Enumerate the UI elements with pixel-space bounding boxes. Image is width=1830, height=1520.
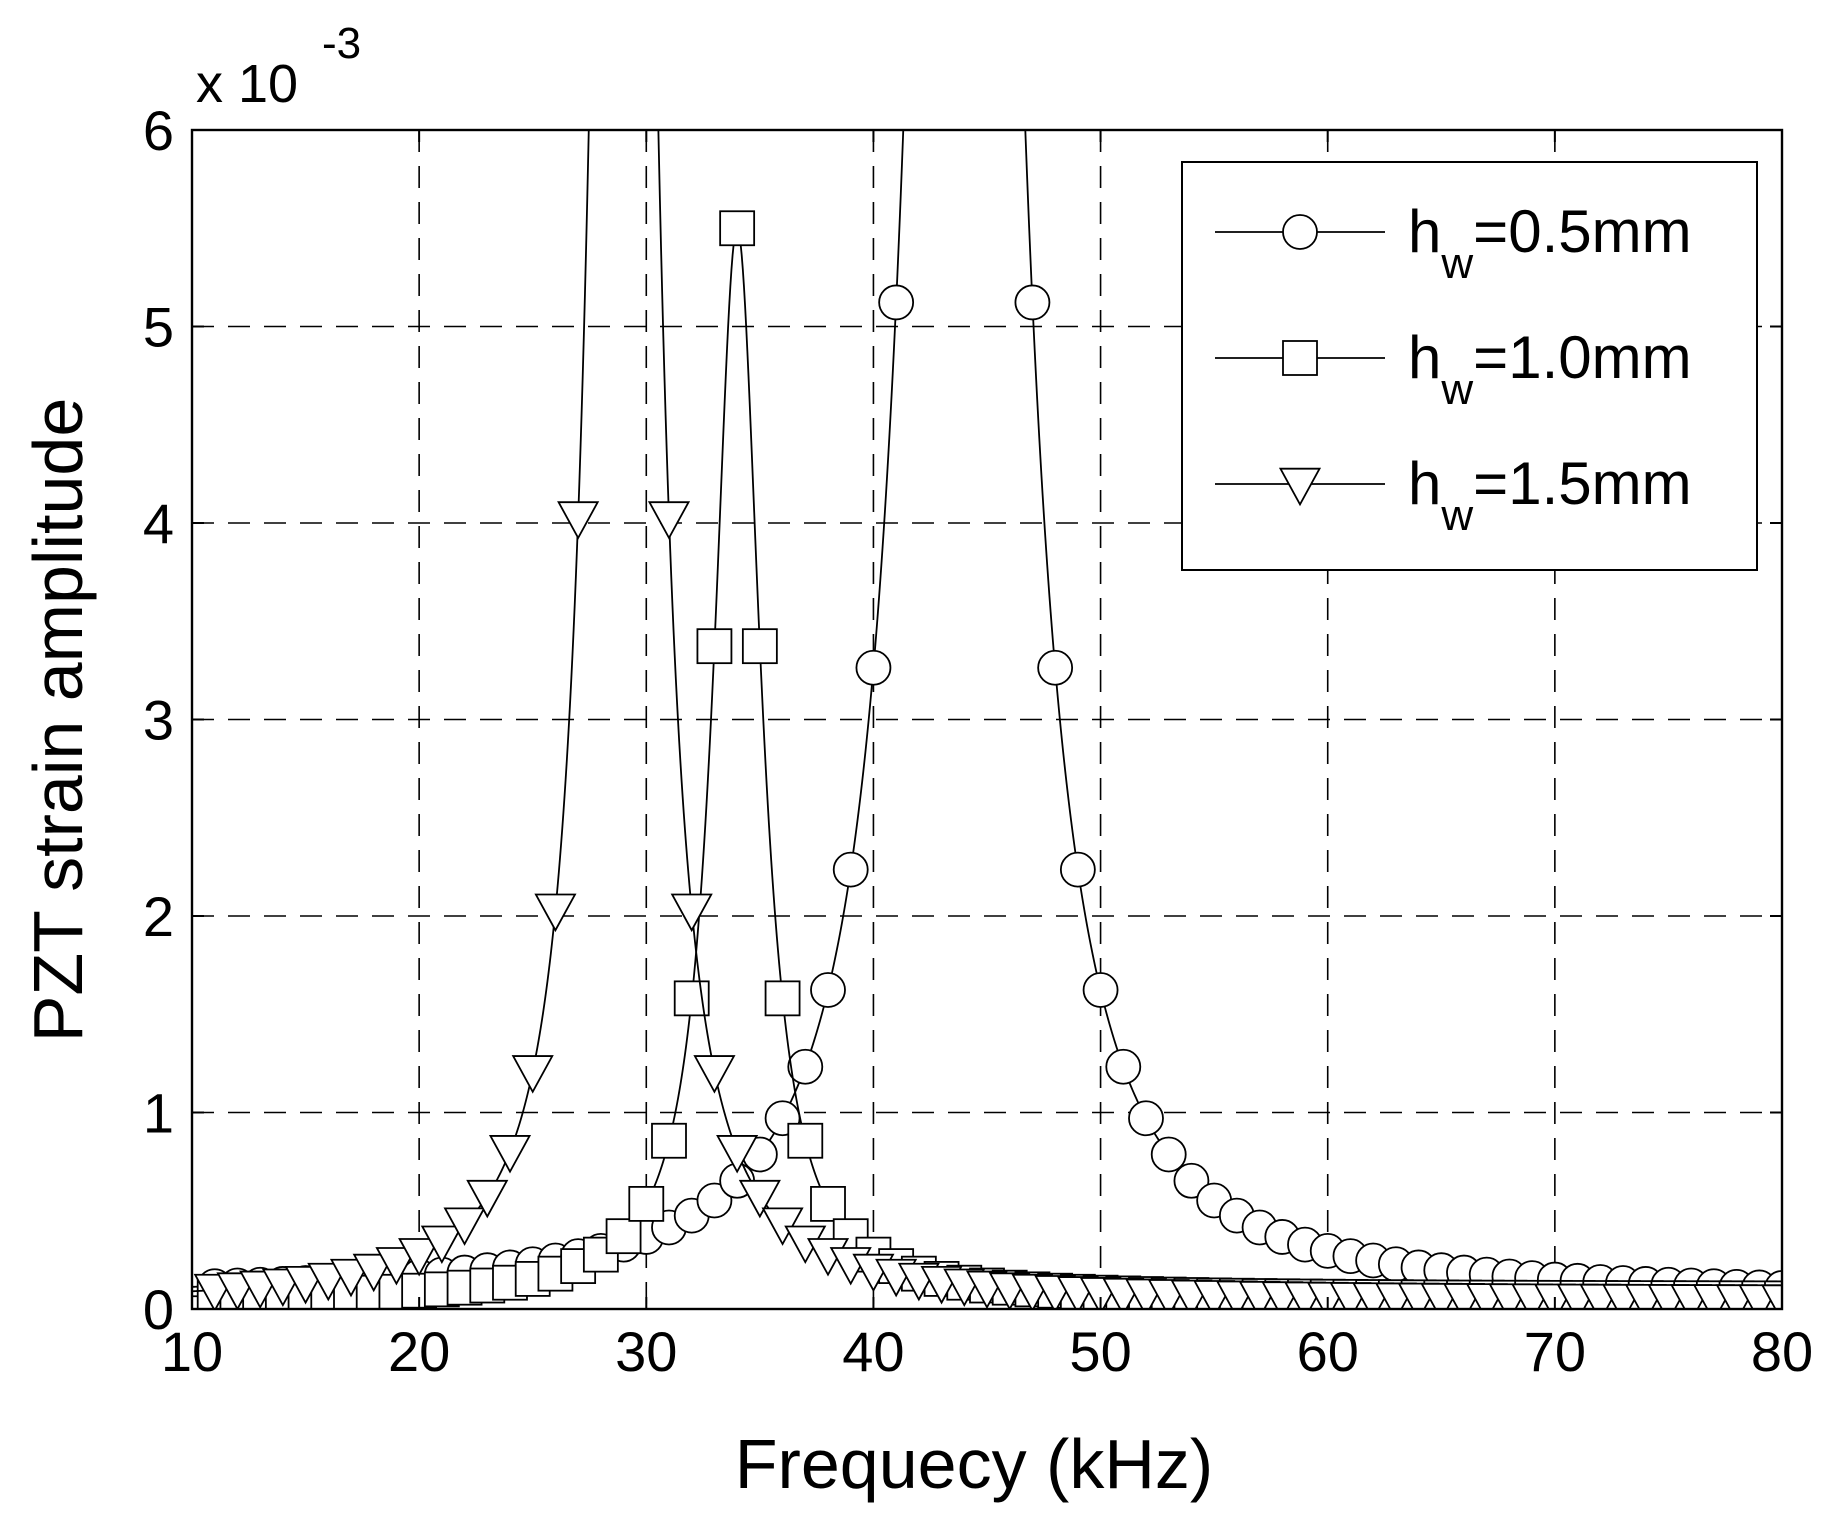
data-point-square — [582, 1236, 619, 1273]
y-tick-label: 5 — [143, 296, 174, 359]
x-tick-label: 40 — [842, 1320, 904, 1383]
data-point-triangle-down — [375, 1247, 418, 1286]
data-point-triangle-down — [716, 1135, 759, 1174]
data-point-triangle-down — [534, 893, 577, 933]
x-tick-label: 20 — [388, 1320, 450, 1383]
data-point-triangle-down — [420, 1225, 463, 1265]
y-tick-label: 3 — [143, 689, 174, 752]
data-point-circle — [1082, 972, 1119, 1008]
legend-label: hw=0.5mm — [1408, 198, 1692, 288]
data-point-triangle-down — [693, 1055, 736, 1094]
series-2 — [192, 130, 1782, 1309]
data-point-square — [696, 628, 733, 665]
x-tick-label: 50 — [1069, 1320, 1131, 1383]
data-point-circle — [1059, 851, 1096, 888]
data-point-square — [787, 1122, 824, 1159]
legend-marker-square — [1282, 340, 1318, 376]
y-multiplier: x 10 -3 — [196, 19, 361, 114]
data-point-square — [764, 980, 801, 1017]
legend-label: hw=1.0mm — [1408, 324, 1692, 414]
data-point-triangle-down — [329, 1258, 373, 1298]
x-tick-label: 30 — [615, 1320, 677, 1383]
x-tick-label: 80 — [1751, 1320, 1813, 1383]
data-point-circle — [1105, 1048, 1142, 1085]
data-point-square — [628, 1185, 665, 1222]
y-multiplier-base: x 10 — [196, 54, 298, 114]
data-point-triangle-down — [352, 1253, 395, 1293]
data-point-circle — [1037, 649, 1074, 686]
data-point-triangle-down — [647, 501, 691, 540]
y-tick-label: 1 — [143, 1082, 174, 1145]
x-axis-label: Frequecy (kHz) — [735, 1425, 1213, 1503]
data-point-square — [810, 1185, 846, 1222]
y-multiplier-exponent: -3 — [322, 19, 361, 68]
data-point-triangle-down — [398, 1238, 441, 1277]
data-point-circle — [1014, 284, 1051, 321]
data-point-triangle-down — [466, 1179, 509, 1219]
y-tick-label: 0 — [143, 1278, 174, 1341]
data-point-triangle-down — [670, 893, 713, 933]
data-point-triangle-down — [557, 501, 600, 540]
legend-box — [1181, 161, 1758, 571]
data-point-square — [741, 628, 778, 665]
x-tick-label: 60 — [1297, 1320, 1359, 1383]
data-point-circle — [787, 1048, 824, 1085]
tick-layer: 10 20 30 40 50 60 70 80 0 1 2 3 4 5 6 — [143, 99, 1813, 1383]
data-point-triangle-down — [738, 1179, 781, 1219]
data-point-square — [719, 210, 756, 247]
y-tick-label: 6 — [143, 99, 174, 162]
data-point-circle — [832, 851, 869, 888]
data-point-triangle-down — [443, 1207, 486, 1246]
data-point-square — [651, 1122, 687, 1159]
data-point-circle — [878, 284, 915, 321]
data-point-circle — [1150, 1136, 1187, 1173]
y-tick-label: 2 — [143, 885, 174, 948]
data-point-triangle-down — [488, 1135, 532, 1174]
legend-marker-triangle-down — [1278, 467, 1322, 507]
legend-label: hw=1.5mm — [1408, 450, 1692, 540]
x-tick-label: 10 — [161, 1320, 223, 1383]
x-tick-label: 70 — [1524, 1320, 1586, 1383]
data-point-square — [605, 1218, 642, 1255]
data-point-circle — [1173, 1162, 1210, 1199]
y-tick-label: 4 — [143, 492, 174, 555]
legend-marker-circle — [1282, 214, 1318, 250]
data-point-circle — [855, 649, 892, 686]
data-point-circle — [696, 1182, 733, 1219]
y-axis-label: PZT strain amplitude — [19, 398, 97, 1043]
data-point-circle — [1128, 1100, 1164, 1137]
data-point-triangle-down — [1760, 1284, 1782, 1309]
data-point-triangle-down — [511, 1055, 554, 1094]
data-point-circle — [810, 972, 846, 1008]
legend: hw=0.5mm hw=1.0mm hw=1.5mm — [1181, 161, 1758, 571]
